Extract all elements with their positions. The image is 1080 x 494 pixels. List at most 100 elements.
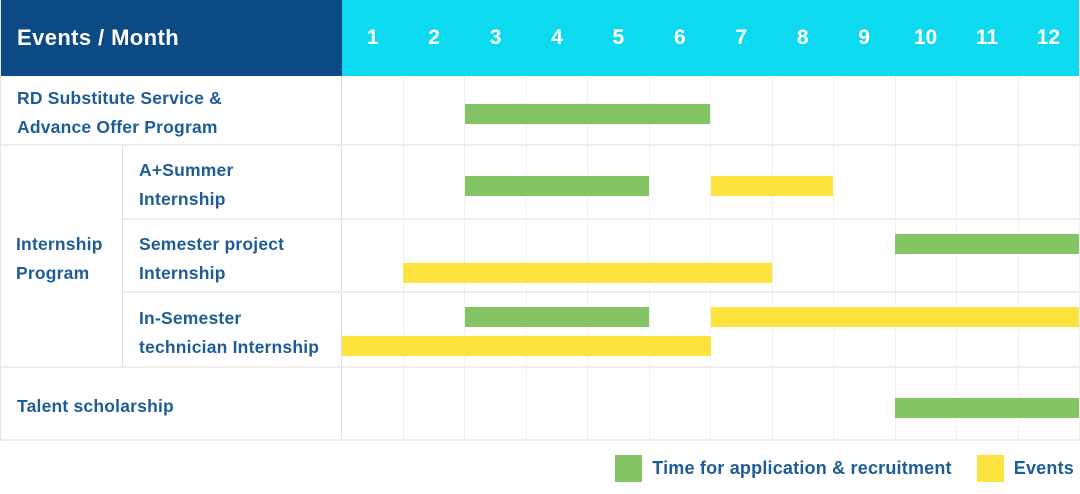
month-gridline	[464, 146, 526, 218]
month-header-cell: 5	[612, 26, 625, 49]
month-gridline	[771, 368, 834, 439]
month-gridline	[402, 146, 465, 218]
month-gridline	[956, 146, 1018, 218]
month-header-cell: 9	[858, 26, 870, 49]
events-month-header: Events / Month	[1, 0, 342, 76]
month-gridline	[894, 293, 957, 366]
month-gridline	[342, 220, 403, 291]
application-recruitment-bar	[464, 176, 650, 196]
month-gridline	[710, 76, 772, 144]
month-gridline	[587, 293, 649, 366]
row-timeline-talent-scholarship	[342, 368, 1079, 439]
row-label-talent-scholarship: Talent scholarship	[1, 368, 342, 439]
month-header-cell: 12	[1036, 26, 1061, 49]
internship-program-group: Internship Program A+Summer Internship S…	[1, 146, 1079, 368]
month-gridline	[342, 146, 403, 218]
application-recruitment-bar	[894, 397, 1079, 418]
month-gridline	[342, 76, 403, 144]
month-gridline	[1017, 76, 1080, 144]
month-gridline	[342, 368, 403, 439]
month-gridline	[402, 368, 465, 439]
event-bar	[342, 336, 711, 356]
yellow-swatch-icon	[976, 455, 1004, 482]
month-gridline	[894, 76, 957, 144]
month-header-cell: 6	[673, 26, 686, 49]
table-header-row: Events / Month 1 2 3 4 5 6 7 8 9 10 11 12	[1, 0, 1079, 76]
month-gridline	[587, 368, 649, 439]
month-gridline	[710, 293, 772, 366]
legend-label-events: Events	[1013, 458, 1074, 478]
month-gridline	[710, 368, 772, 439]
month-header-cell: 7	[735, 26, 748, 49]
row-label-semester-project: Semester project Internship	[123, 220, 342, 291]
month-gridline	[525, 293, 588, 366]
month-gridline	[587, 220, 649, 291]
month-header-cell: 4	[551, 26, 563, 49]
legend-label-application-recruitment: Time for application & recruitment	[652, 458, 952, 478]
month-gridline	[525, 368, 588, 439]
month-gridline	[648, 368, 711, 439]
month-gridline	[1017, 293, 1080, 366]
events-month-table: Events / Month 1 2 3 4 5 6 7 8 9 10 11 12 RD Substi…	[0, 0, 1080, 441]
month-gridline	[1017, 146, 1080, 218]
event-bar	[403, 263, 772, 283]
month-gridline	[894, 146, 957, 218]
month-gridline	[956, 76, 1018, 144]
month-header-cell: 8	[796, 26, 809, 49]
table-row-rd-substitute: RD Substitute Service & Advance Offer Pr…	[1, 76, 1079, 146]
month-gridline	[771, 293, 834, 366]
month-gridline	[771, 220, 834, 291]
month-gridline	[1017, 220, 1080, 291]
month-header-cell: 3	[489, 26, 502, 49]
application-recruitment-bar	[894, 234, 1079, 254]
month-gridline	[710, 146, 772, 218]
month-gridline	[464, 368, 526, 439]
row-timeline-semester-project	[342, 220, 1079, 291]
table-row-talent-scholarship: Talent scholarship	[1, 368, 1079, 441]
legend: Time for application & recruitment Event…	[615, 455, 1074, 482]
month-gridline	[710, 220, 772, 291]
month-gridline	[956, 293, 1018, 366]
month-gridline	[833, 146, 895, 218]
month-gridline	[648, 146, 711, 218]
application-recruitment-bar	[464, 104, 711, 124]
month-gridline	[771, 76, 834, 144]
legend-item-application-recruitment: Time for application & recruitment	[615, 455, 952, 482]
row-label-rd-substitute: RD Substitute Service & Advance Offer Pr…	[1, 76, 342, 144]
month-gridline	[956, 220, 1018, 291]
application-recruitment-bar	[464, 307, 650, 327]
month-header-cell: 1	[366, 26, 379, 49]
table-row-semester-project: Semester project Internship	[123, 220, 1079, 293]
month-gridline	[402, 76, 465, 144]
month-gridline	[525, 220, 588, 291]
row-label-a-summer: A+Summer Internship	[123, 146, 342, 218]
month-header-cell: 11	[975, 26, 999, 49]
month-gridline	[833, 368, 895, 439]
internship-program-subrows: A+Summer Internship Semester project Int…	[123, 146, 1079, 368]
month-header-cell: 10	[913, 26, 938, 49]
month-gridline	[464, 76, 526, 144]
month-gridline	[464, 293, 526, 366]
month-gridline	[894, 220, 957, 291]
row-label-in-semester: In-Semester technician Internship	[123, 293, 342, 366]
month-header-cell: 2	[428, 26, 440, 49]
month-gridline	[833, 293, 895, 366]
row-timeline-a-summer	[342, 146, 1079, 218]
event-bar	[710, 307, 1079, 327]
month-gridline	[402, 293, 465, 366]
month-gridline	[402, 220, 465, 291]
month-gridline	[648, 220, 711, 291]
month-gridline	[464, 220, 526, 291]
row-timeline-rd-substitute	[342, 76, 1079, 144]
legend-item-events: Events	[976, 455, 1074, 482]
row-timeline-in-semester	[342, 293, 1079, 366]
event-bar	[710, 176, 834, 196]
month-gridline	[833, 76, 895, 144]
month-gridline	[833, 220, 895, 291]
row-label-internship-program: Internship Program	[1, 146, 123, 368]
table-row-a-summer: A+Summer Internship	[123, 146, 1079, 220]
month-gridline	[648, 293, 711, 366]
month-header-row: 1 2 3 4 5 6 7 8 9 10 11 12	[342, 0, 1079, 76]
green-swatch-icon	[615, 455, 643, 482]
